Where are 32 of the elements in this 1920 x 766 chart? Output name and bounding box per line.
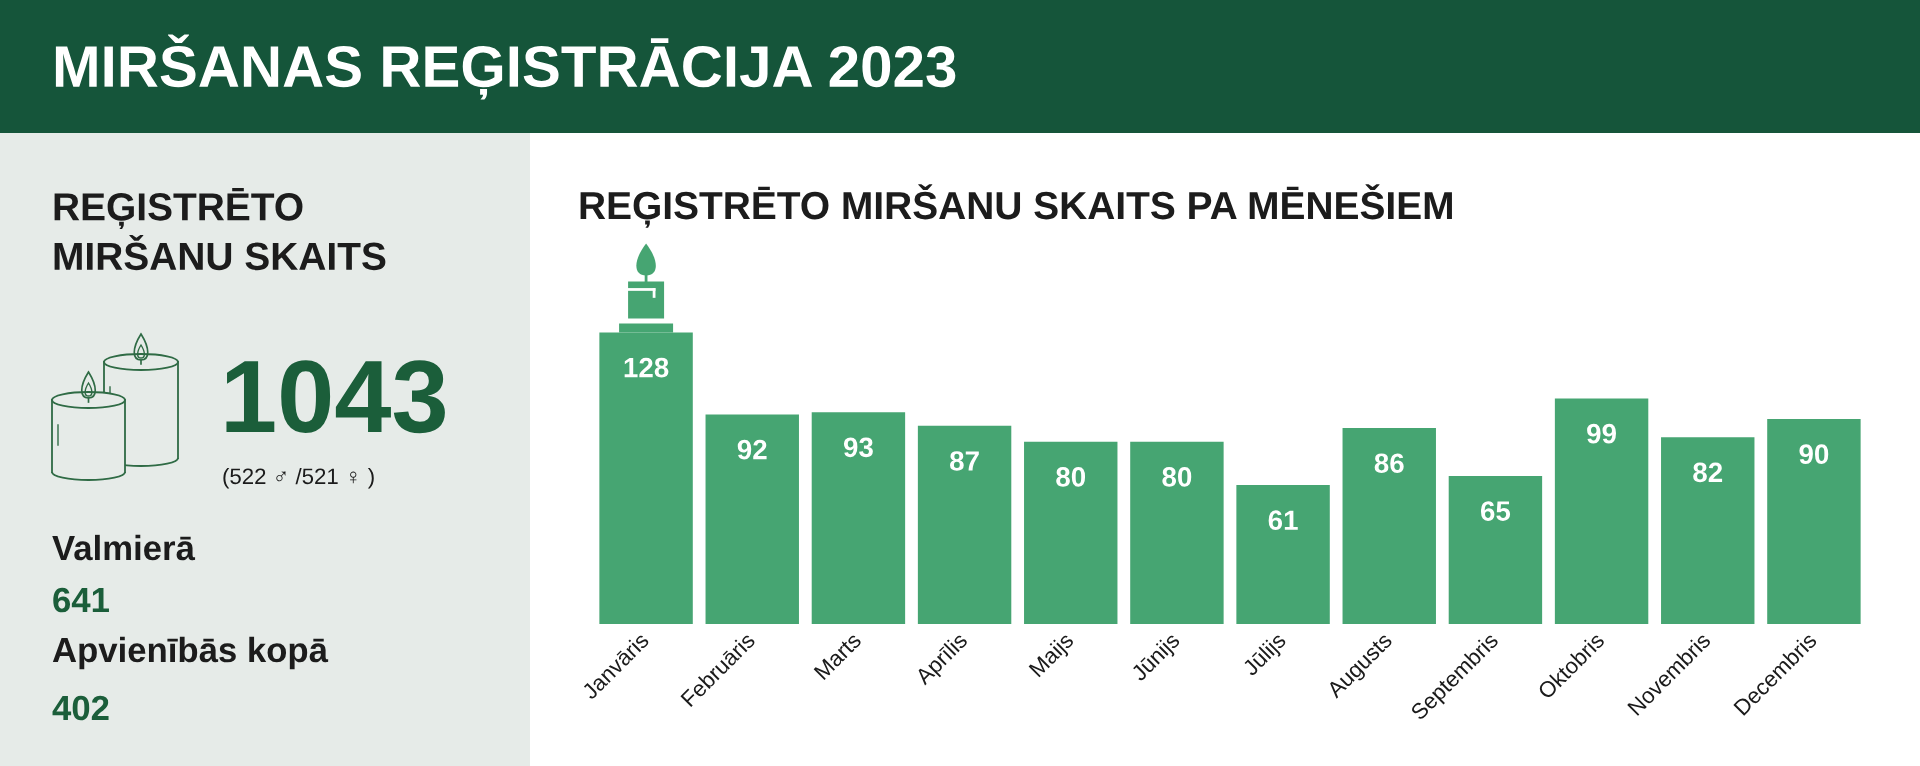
text: Valmierā [52,534,196,561]
data-label: 90 [1799,444,1829,464]
data-label: 92 [737,439,767,460]
data-label: 99 [1587,423,1616,444]
bar [811,412,906,624]
bar [917,425,1012,624]
bar [1448,475,1543,624]
data-label: 80 [1162,467,1192,487]
data-label: 93 [843,437,873,458]
data-label: 65 [1480,501,1511,521]
bar [705,414,799,624]
chart-title: REĢISTRĒTO MIRŠANU SKAITS PA MĒNEŠIEM [580,184,1452,228]
data-label: 86 [1374,453,1404,474]
data-label: 128 [624,357,669,378]
text: 402 [52,695,109,721]
data-label: 87 [950,451,979,471]
data-label: 80 [1056,467,1086,487]
bar [1661,437,1755,624]
text: (522 ♂ /521 ♀ ) [223,467,374,489]
text: MIRŠANAS REĢISTRĀCIJA 2023 [55,34,956,100]
text: REĢISTRĒTO MIRŠANU SKAITS [54,188,386,271]
bar [1130,441,1224,624]
text: 1043 [226,360,445,434]
bar [1767,419,1861,624]
bar [1024,441,1118,624]
data-label: 61 [1268,510,1298,531]
data-label: 82 [1693,462,1723,483]
text: 641 [53,587,109,613]
text: Apvienībās kopā [52,636,329,670]
bar [1554,398,1649,624]
bar [1342,428,1436,624]
bar [1236,485,1330,624]
